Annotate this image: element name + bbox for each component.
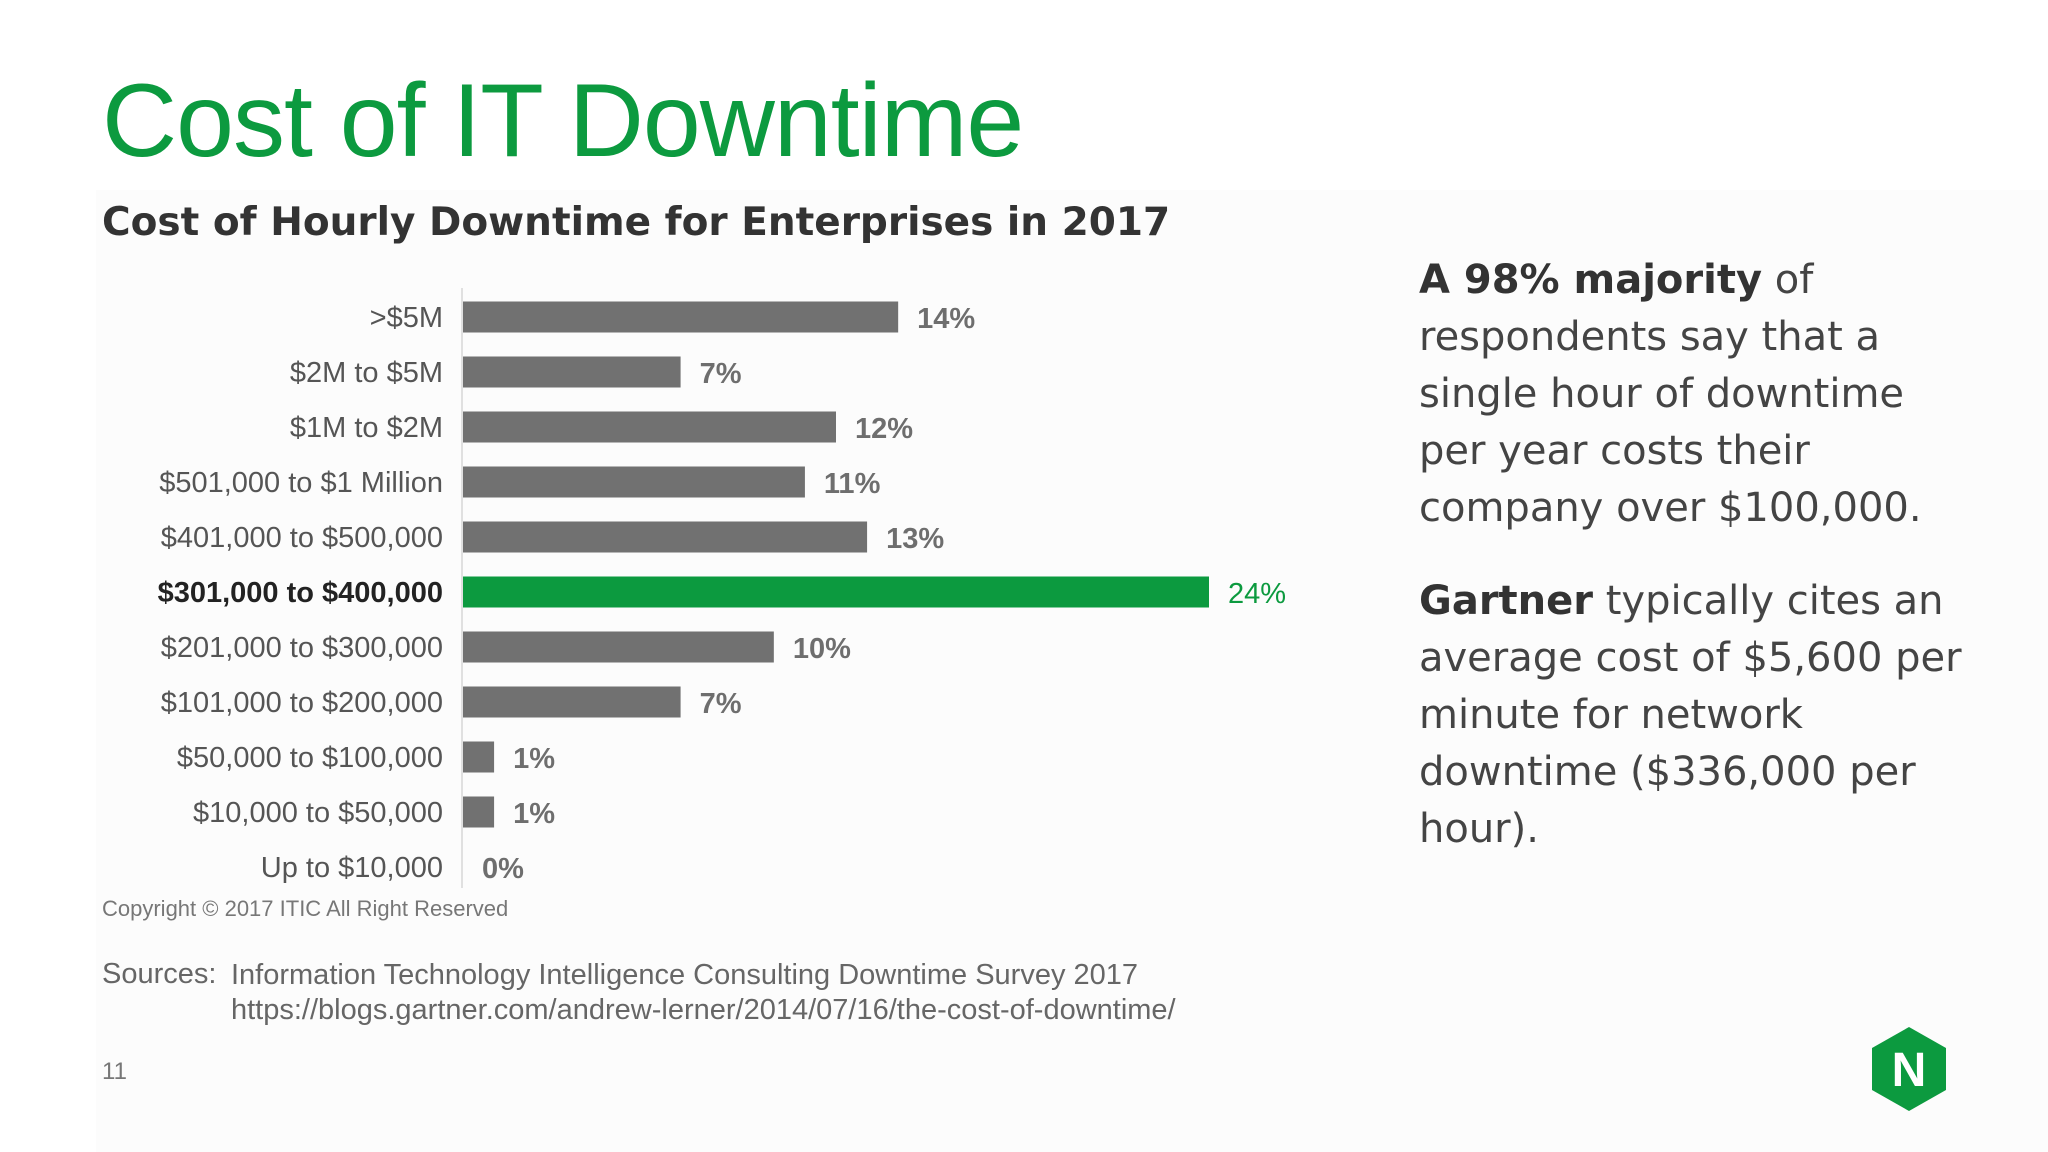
category-label: $201,000 to $300,000 [161,632,443,664]
sidebar-paragraph-gartner: Gartner typically cites an average cost … [1419,573,1979,858]
value-label: 13% [886,523,944,555]
category-label: $401,000 to $500,000 [161,522,443,554]
value-label: 24% [1228,578,1286,610]
nginx-logo-icon: N [1872,1027,1946,1111]
bar-chart: >$5M 14% $2M to $5M 7% $1M to $2M 12% $501,000… [158,288,1286,888]
value-label: 12% [855,413,913,445]
sidebar-paragraph-majority: A 98% majority of respondents say that a… [1419,252,1979,537]
value-label: 7% [700,688,742,720]
bar [463,686,681,718]
bar [463,466,805,498]
value-label: 14% [917,303,975,335]
bar [463,411,836,443]
bar-highlighted [463,576,1209,608]
category-label: Up to $10,000 [261,852,443,884]
value-label: 1% [513,798,555,830]
chart-title: Cost of Hourly Downtime for Enterprises … [102,200,1171,245]
sources-label: Sources: [102,958,217,990]
slide-title: Cost of IT Downtime [102,63,1024,179]
category-label: $1M to $2M [290,412,443,444]
copyright-notice: Copyright © 2017 ITIC All Right Reserved [102,896,509,921]
bar [463,356,681,388]
sources-list: Information Technology Intelligence Cons… [231,958,1176,1028]
category-label: $50,000 to $100,000 [177,742,443,774]
bar [463,301,899,333]
category-label: $501,000 to $1 Million [159,467,443,499]
value-label: 10% [793,633,851,665]
value-label: 7% [700,358,742,390]
category-label: $301,000 to $400,000 [158,577,443,609]
value-label: 1% [513,743,555,775]
category-label: $2M to $5M [290,357,443,389]
category-label: >$5M [370,302,443,334]
category-label: $101,000 to $200,000 [161,687,443,719]
source-gartner-link[interactable]: https://blogs.gartner.com/andrew-lerner/… [231,994,1176,1026]
source-survey: Information Technology Intelligence Cons… [231,959,1139,991]
logo-letter: N [1892,1044,1927,1097]
bar [463,631,774,663]
majority-highlight: A 98% majority [1419,257,1763,303]
value-label: 11% [824,468,881,500]
category-label: $10,000 to $50,000 [193,797,443,829]
gartner-text: typically cites an average cost of $5,60… [1419,578,1962,852]
slide-background [96,190,2048,1152]
bar [463,741,495,773]
page-number: 11 [102,1058,127,1085]
value-label: 0% [482,853,524,885]
bar [463,796,495,828]
majority-text: of respondents say that a single hour of… [1419,257,1922,531]
gartner-highlight: Gartner [1419,578,1594,624]
bar [463,521,868,553]
